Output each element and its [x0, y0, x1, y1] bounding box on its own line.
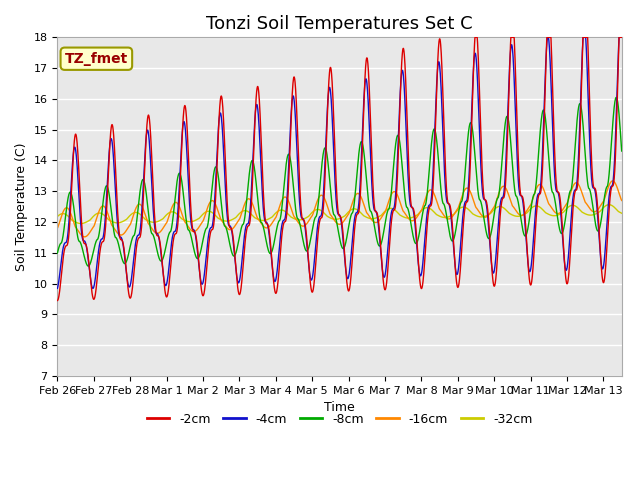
-4cm: [89, 286, 97, 291]
-8cm: [152, 240, 159, 246]
-4cm: [547, 60, 554, 65]
-2cm: [471, 35, 479, 40]
-8cm: [294, 216, 302, 222]
Line: -2cm: -2cm: [58, 37, 621, 300]
-32cm: [270, 212, 278, 218]
-8cm: [618, 148, 625, 154]
-32cm: [118, 219, 126, 225]
-4cm: [544, 35, 552, 40]
-32cm: [152, 219, 159, 225]
-16cm: [54, 225, 61, 231]
-16cm: [152, 230, 159, 236]
-2cm: [546, 35, 554, 40]
-16cm: [618, 198, 625, 204]
-16cm: [546, 203, 554, 208]
-32cm: [607, 202, 615, 208]
-32cm: [54, 214, 61, 219]
-8cm: [84, 263, 92, 269]
-4cm: [152, 228, 159, 234]
-8cm: [607, 149, 614, 155]
Title: Tonzi Soil Temperatures Set C: Tonzi Soil Temperatures Set C: [206, 15, 473, 33]
-8cm: [270, 240, 278, 246]
-8cm: [54, 250, 61, 256]
-16cm: [270, 217, 278, 223]
-2cm: [294, 147, 302, 153]
-4cm: [270, 276, 278, 282]
-4cm: [54, 286, 61, 291]
-2cm: [118, 237, 125, 243]
-2cm: [618, 35, 625, 40]
Line: -32cm: -32cm: [58, 204, 621, 224]
-16cm: [607, 179, 614, 185]
Line: -8cm: -8cm: [58, 97, 621, 266]
-4cm: [118, 236, 126, 242]
-4cm: [294, 180, 302, 186]
-32cm: [546, 212, 554, 218]
-8cm: [612, 95, 620, 100]
Line: -4cm: -4cm: [58, 37, 621, 288]
-8cm: [118, 255, 126, 261]
-4cm: [607, 184, 615, 190]
-32cm: [618, 210, 625, 216]
-32cm: [294, 217, 302, 223]
Y-axis label: Soil Temperature (C): Soil Temperature (C): [15, 143, 28, 271]
-32cm: [77, 221, 84, 227]
Legend: -2cm, -4cm, -8cm, -16cm, -32cm: -2cm, -4cm, -8cm, -16cm, -32cm: [141, 408, 538, 431]
-2cm: [152, 222, 159, 228]
X-axis label: Time: Time: [324, 401, 355, 414]
-16cm: [81, 234, 88, 240]
-8cm: [546, 172, 554, 178]
Line: -16cm: -16cm: [58, 181, 621, 237]
-16cm: [609, 178, 616, 184]
-16cm: [118, 232, 126, 238]
-32cm: [605, 202, 613, 207]
-4cm: [618, 35, 625, 40]
-2cm: [270, 280, 278, 286]
Text: TZ_fmet: TZ_fmet: [65, 52, 128, 66]
-2cm: [607, 189, 614, 194]
-16cm: [294, 220, 302, 226]
-2cm: [54, 298, 61, 303]
